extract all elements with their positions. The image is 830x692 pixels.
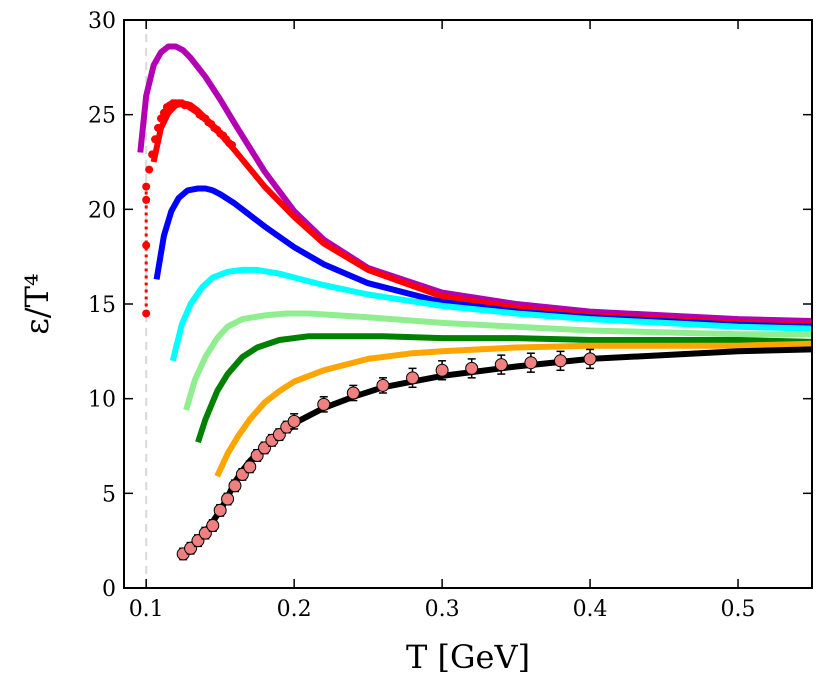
series-line-8 <box>181 346 812 555</box>
data-marker <box>376 378 390 392</box>
red-marker <box>145 165 154 174</box>
series-line-6 <box>195 333 812 444</box>
x-axis-label: T [GeV] <box>406 638 530 676</box>
y-axis-label: ε/T⁴ <box>18 273 56 335</box>
red-marker <box>142 195 151 204</box>
series-line-3 <box>153 185 812 330</box>
data-point <box>206 519 220 533</box>
red-marker <box>154 123 163 132</box>
data-marker <box>465 361 479 375</box>
data-point <box>228 479 242 493</box>
data-point <box>553 350 567 372</box>
data-point <box>243 460 257 474</box>
red-marker <box>148 150 157 159</box>
y-tick-label: 0 <box>102 577 116 602</box>
y-tick-label: 20 <box>88 198 116 223</box>
data-marker <box>524 356 538 370</box>
data-marker <box>553 354 567 368</box>
data-point <box>524 352 538 373</box>
x-tick-label: 0.3 <box>425 597 460 622</box>
data-marker <box>346 386 360 400</box>
series-line-1 <box>137 43 812 324</box>
data-point <box>583 348 597 370</box>
data-points-layer <box>176 348 597 561</box>
data-point <box>213 503 227 517</box>
data-marker <box>243 460 257 474</box>
y-tick-label: 10 <box>88 388 116 413</box>
x-tick-label: 0.1 <box>129 597 164 622</box>
data-marker <box>406 371 420 385</box>
y-tick-label: 30 <box>88 9 116 34</box>
data-point <box>494 354 508 375</box>
x-tick-label: 0.5 <box>721 597 756 622</box>
data-marker <box>228 479 242 493</box>
data-point <box>465 358 479 379</box>
data-point <box>435 360 449 381</box>
data-point <box>406 367 420 389</box>
data-marker <box>494 358 508 372</box>
data-point <box>317 396 331 413</box>
markers-layer <box>142 99 237 318</box>
data-marker <box>317 397 331 411</box>
curves-layer <box>137 43 812 555</box>
series-line-7 <box>214 340 812 478</box>
y-tick-label: 15 <box>88 293 116 318</box>
data-marker <box>206 519 220 533</box>
series-line-5 <box>183 310 812 411</box>
series-line-4 <box>169 266 812 362</box>
y-tick-label: 25 <box>88 104 116 129</box>
data-marker <box>583 352 597 366</box>
red-marker <box>142 309 151 318</box>
x-tick-label: 0.2 <box>277 597 312 622</box>
ticks-layer: 0.1 0.2 0.3 0.4 0.5 0 5 10 15 20 25 30 <box>88 9 812 622</box>
data-marker <box>213 503 227 517</box>
data-marker <box>435 363 449 377</box>
x-tick-label: 0.4 <box>573 597 608 622</box>
y-tick-label: 5 <box>102 482 116 507</box>
data-point <box>346 384 360 402</box>
data-marker <box>221 492 235 506</box>
data-point <box>221 492 235 506</box>
red-marker <box>142 182 151 191</box>
data-marker <box>287 414 301 428</box>
red-marker <box>228 140 237 149</box>
data-point <box>287 413 301 430</box>
red-marker <box>142 241 151 250</box>
data-point <box>376 377 390 394</box>
red-marker <box>151 135 160 144</box>
